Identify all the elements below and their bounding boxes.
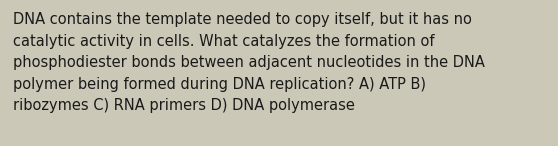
Text: DNA contains the template needed to copy itself, but it has no
catalytic activit: DNA contains the template needed to copy… — [13, 12, 485, 113]
